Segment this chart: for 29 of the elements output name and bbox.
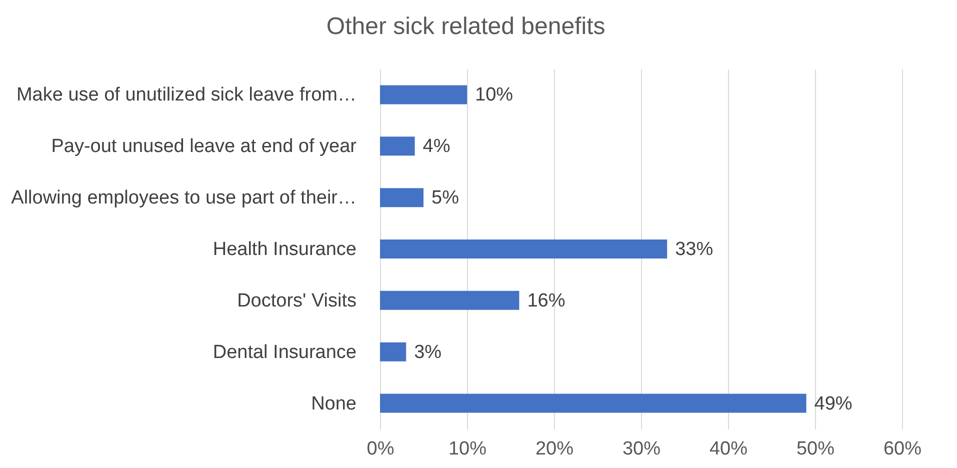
bar (380, 342, 406, 362)
y-tick-label: Doctors' Visits (237, 290, 356, 312)
y-tick-label: Health Insurance (212, 239, 356, 260)
bar (380, 85, 467, 104)
y-tick-label: Pay-out unused leave at end of year (51, 136, 358, 158)
bar (380, 136, 415, 156)
x-tick-label: 40% (709, 438, 748, 460)
bar (380, 290, 520, 310)
y-tick-label: None (311, 393, 356, 414)
x-tick-label: 60% (883, 438, 922, 460)
data-label: 3% (414, 342, 442, 363)
data-label: 33% (675, 239, 714, 260)
data-label: 16% (527, 290, 566, 312)
data-label: 5% (432, 188, 460, 209)
chart-title: Other sick related benefits (326, 13, 606, 40)
data-label: 49% (814, 393, 852, 414)
y-tick-label: Dental Insurance (212, 342, 356, 363)
x-tick-label: 10% (448, 438, 487, 460)
x-tick-label: 50% (796, 438, 835, 460)
bar (380, 240, 668, 258)
y-tick-label: Make use of unutilized sick leave from… (16, 84, 356, 106)
bar (380, 188, 424, 208)
data-label: 4% (422, 136, 450, 158)
x-tick-label: 30% (622, 438, 661, 460)
x-tick-label: 0% (366, 438, 394, 460)
data-label: 10% (475, 84, 514, 106)
y-tick-label: Allowing employees to use part of their… (11, 188, 356, 209)
x-tick-label: 20% (535, 438, 574, 460)
bar (380, 394, 806, 413)
